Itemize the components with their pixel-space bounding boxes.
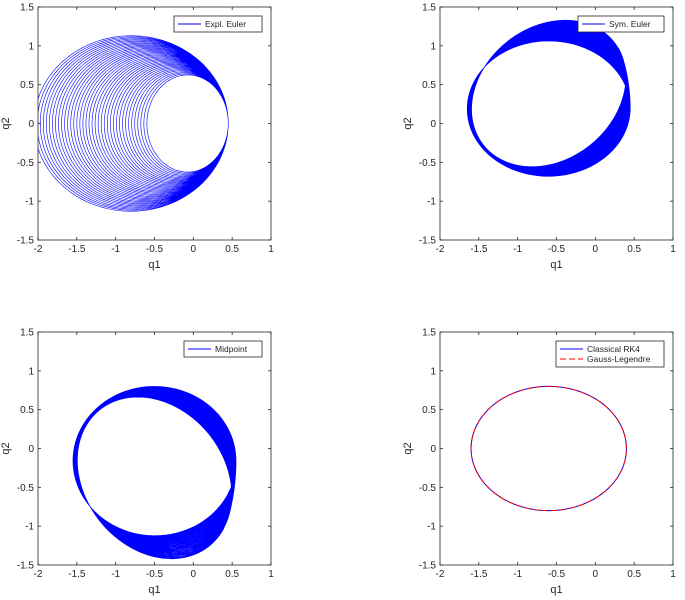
legend: Midpoint [183,340,263,358]
y-tick-label: -1 [427,197,436,208]
y-tick-label: -0.5 [17,483,35,494]
y-tick-label: 0 [430,119,436,130]
subplot-3: -2 -1.5 -1 -0.5 0 0.5 1-1.5-1-0.500.511.5q1q2M… [0,328,274,597]
x-tick-label: 0.5 [225,569,239,580]
x-tick-label: 1 [670,244,676,255]
y-tick-label: -1.5 [419,561,437,572]
x-tick-label: 0 [191,569,197,580]
x-tick-label: -1.5 [470,244,488,255]
x-tick-label: 0.5 [225,244,239,255]
x-tick-label: -1 [513,569,522,580]
x-tick-label: -2 [34,569,43,580]
axes-frame [37,331,272,566]
y-tick-label: 1.5 [422,3,436,14]
y-tick-label: -1.5 [17,561,35,572]
subplot-2: -2 -1.5 -1 -0.5 0 0.5 1-1.5-1-0.500.511.5q1q2S… [402,3,676,272]
legend-box [555,340,665,368]
x-tick-label: 1 [268,244,274,255]
legend-box [577,15,665,33]
x-tick-label: 1 [268,569,274,580]
x-tick-label: -1 [111,244,120,255]
x-tick-label: 0 [593,569,599,580]
x-axis-label: q1 [148,584,160,596]
series-line-gauss-legendre [470,385,627,512]
x-tick-label: -0.5 [146,244,164,255]
legend-label: Classical RK4 [587,344,640,354]
series-line-midpoint [72,386,237,560]
y-tick-label: -1 [25,522,34,533]
x-tick-label: -2 [436,244,445,255]
subplot-4: -2 -1.5 -1 -0.5 0 0.5 1-1.5-1-0.500.511.5q1q2C… [402,328,676,597]
y-tick-label: 0 [430,444,436,455]
y-tick-label: 0.5 [422,405,436,416]
y-tick-label: -1 [25,197,34,208]
x-tick-label: -1 [111,569,120,580]
y-tick-label: 0.5 [422,80,436,91]
x-axis-label: q1 [550,584,562,596]
x-tick-label: -0.5 [146,569,164,580]
y-tick-label: 1 [430,366,436,377]
y-tick-label: 0.5 [20,405,34,416]
x-tick-label: 1 [670,569,676,580]
x-tick-label: 0.5 [627,569,641,580]
y-tick-label: 1.5 [20,328,34,339]
y-tick-label: 0 [28,444,34,455]
y-tick-label: -0.5 [17,158,35,169]
x-tick-label: -1.5 [470,569,488,580]
y-tick-label: 1 [430,41,436,52]
y-axis-label: q2 [402,117,414,129]
legend-label: Sym. Euler [609,19,651,29]
x-axis-label: q1 [550,259,562,271]
legend-box [183,340,263,358]
axes-frame [37,6,272,241]
y-axis-label: q2 [0,442,12,454]
x-tick-label: -2 [436,569,445,580]
series-line-sym-euler [466,19,631,177]
legend-label: Midpoint [215,344,248,354]
y-tick-label: -0.5 [419,158,437,169]
y-tick-label: 1 [28,366,34,377]
y-tick-label: -1 [427,522,436,533]
legend-box [173,15,263,33]
legend-label: Gauss-Legendre [587,354,651,364]
y-axis-label: q2 [0,117,12,129]
legend: Expl. Euler [173,15,263,33]
legend-label: Expl. Euler [205,19,246,29]
y-tick-label: 1 [28,41,34,52]
x-tick-label: -0.5 [548,244,566,255]
x-tick-label: 0 [593,244,599,255]
y-tick-label: -1.5 [17,236,35,247]
y-tick-label: 1.5 [20,3,34,14]
x-tick-label: 0.5 [627,244,641,255]
legend: Sym. Euler [577,15,665,33]
subplot-1: -2 -1.5 -1 -0.5 0 0.5 1-1.5-1-0.500.511.5q1q2E… [0,3,274,272]
x-tick-label: 0 [191,244,197,255]
x-tick-label: -1.5 [68,244,86,255]
x-axis-label: q1 [148,259,160,271]
x-tick-label: -0.5 [548,569,566,580]
axes-frame [439,6,674,241]
x-tick-label: -2 [34,244,43,255]
y-tick-label: -0.5 [419,483,437,494]
y-tick-label: 1.5 [422,328,436,339]
series-line-classical-rk4 [470,385,627,512]
x-tick-label: -1.5 [68,569,86,580]
y-tick-label: 0 [28,119,34,130]
y-axis-label: q2 [402,442,414,454]
y-tick-label: 0.5 [20,80,34,91]
series-line-expl-euler [38,35,229,212]
y-tick-label: -1.5 [419,236,437,247]
x-tick-label: -1 [513,244,522,255]
